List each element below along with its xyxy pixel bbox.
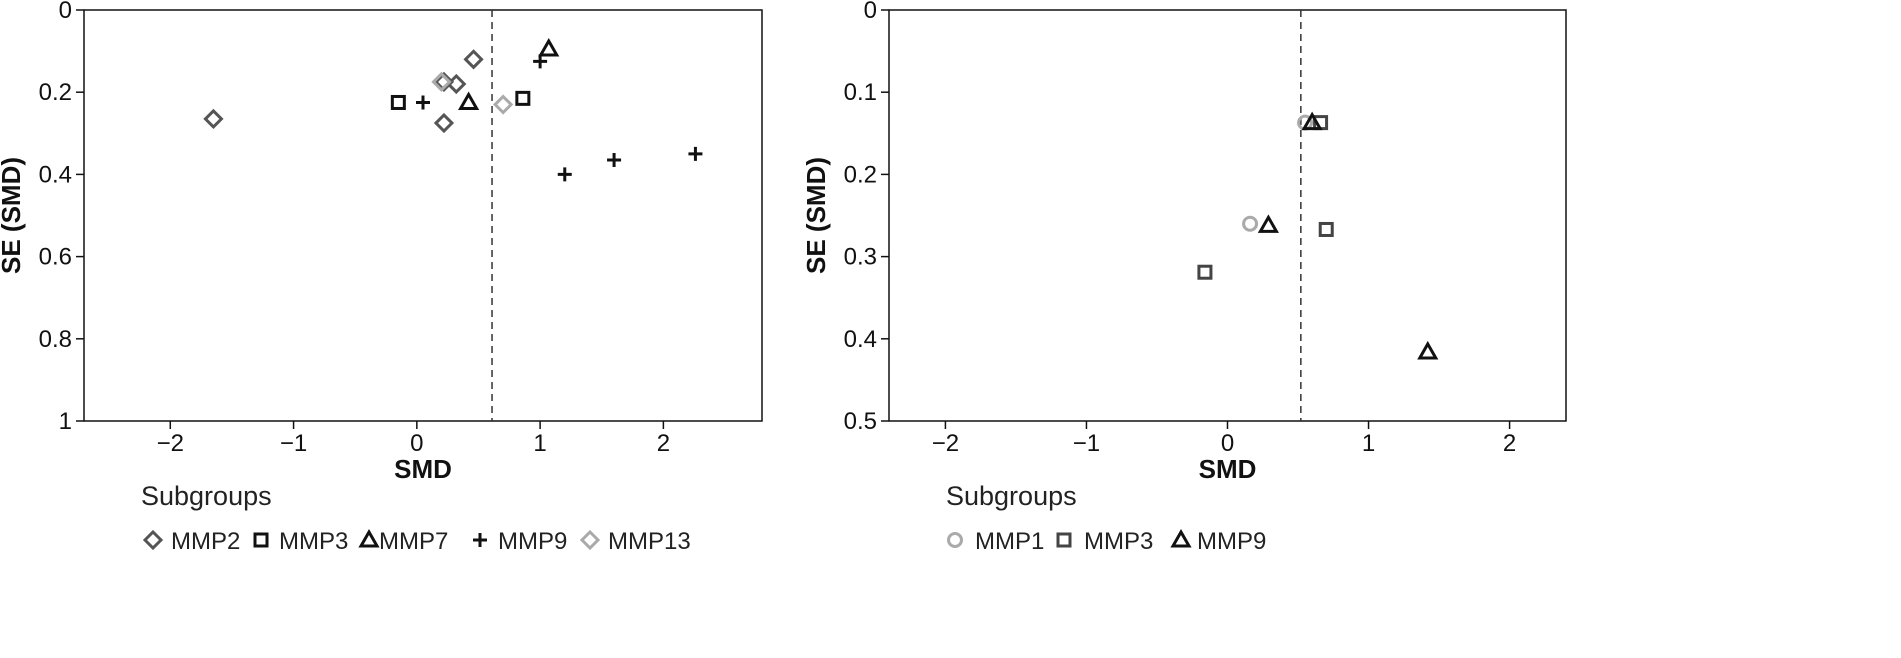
legend-marker-mmp9	[473, 533, 487, 547]
legend-title: Subgroups	[946, 481, 1077, 511]
y-axis-label: SE (SMD)	[801, 157, 831, 274]
x-tick-label: −2	[932, 430, 959, 457]
data-point	[1301, 111, 1323, 131]
legend-item-mmp3: MMP3	[253, 528, 348, 555]
legend-marker-mmp7	[358, 528, 380, 548]
y-tick-label: 0.8	[39, 326, 72, 353]
plot-frame	[83, 9, 763, 422]
legend-label: MMP2	[171, 528, 240, 555]
data-point	[607, 153, 622, 168]
data-point	[203, 108, 224, 130]
legend-item-mmp13: MMP13	[579, 528, 691, 555]
series-mmp13	[431, 71, 514, 115]
data-point	[458, 91, 480, 110]
y-axis-label: SE (SMD)	[0, 157, 26, 274]
data-point	[1257, 214, 1279, 233]
y-tick-label: 1	[59, 408, 72, 435]
x-tick-label: 0	[1221, 430, 1234, 457]
data-point	[515, 90, 531, 106]
y-tick-label: 0.2	[39, 79, 72, 106]
data-point	[688, 146, 703, 161]
data-point	[538, 38, 560, 57]
y-tick-label: 0	[59, 0, 72, 24]
y-tick-label: 0.2	[844, 161, 877, 188]
y-tick-label: 0.4	[39, 161, 72, 188]
chart-panel-1: 0 0.2 0.4 0.6 0.8 1 −2 −1 0 1 2 SMD SE (SMD) Subgroup…	[0, 0, 763, 555]
data-point	[493, 94, 514, 115]
plot-frame	[888, 9, 1567, 422]
legend-item-mmp1: MMP1	[947, 528, 1044, 555]
legend-item-mmp7: MMP7	[358, 528, 448, 555]
legend-label: MMP1	[975, 528, 1044, 555]
y-tick-label: 0.3	[844, 244, 877, 271]
legend-title: Subgroups	[141, 481, 272, 511]
x-tick-label: 0	[410, 430, 423, 457]
series-mmp3	[390, 90, 531, 110]
legend-marker-mmp9	[1170, 528, 1192, 548]
legend-marker-mmp1	[947, 532, 963, 548]
legend-label: MMP9	[1197, 528, 1266, 555]
legend-item-mmp9: MMP9	[1170, 528, 1266, 555]
y-tick-label: 0	[864, 0, 877, 24]
legend-label: MMP9	[498, 528, 567, 555]
data-point	[1197, 264, 1213, 280]
x-tick-label: 2	[1503, 430, 1516, 457]
legend-marker-mmp13	[579, 529, 601, 551]
data-point	[390, 94, 406, 110]
legend-label: MMP3	[279, 528, 348, 555]
data-point	[1242, 215, 1259, 232]
chart-panel-2: 0 0.1 0.2 0.3 0.4 0.5 −2 −1 0 1 2 SMD SE (SMD) Subgro…	[801, 0, 1567, 555]
legend-marker-mmp2	[142, 529, 164, 551]
y-tick-label: 0.1	[844, 79, 877, 106]
legend-marker-mmp3	[253, 532, 269, 548]
x-tick-label: −2	[157, 430, 184, 457]
data-point	[463, 49, 484, 70]
x-tick-label: −1	[1073, 430, 1100, 457]
legend-item-mmp2: MMP2	[142, 528, 240, 555]
x-axis-label: SMD	[1199, 454, 1257, 484]
series-mmp7	[458, 38, 560, 110]
y-tick-label: 0.6	[39, 244, 72, 271]
y-tick-label: 0.4	[844, 326, 877, 353]
legend-label: MMP3	[1084, 528, 1153, 555]
series-mmp9	[1257, 111, 1439, 360]
legend: Subgroups MMP1 MMP3 MMP9	[946, 481, 1266, 555]
x-tick-label: 1	[533, 430, 546, 457]
data-point	[557, 167, 572, 182]
series-mmp3	[1197, 115, 1334, 280]
legend: Subgroups MMP2 MMP3 MMP7 MMP9 MMP13	[141, 481, 691, 555]
legend-marker-mmp3	[1056, 532, 1072, 548]
x-tick-label: 2	[657, 430, 670, 457]
data-point	[433, 112, 455, 134]
x-tick-label: 1	[1362, 430, 1375, 457]
x-axis-label: SMD	[394, 454, 452, 484]
data-point	[433, 71, 455, 93]
x-tick-label: −1	[280, 430, 307, 457]
legend-item-mmp3: MMP3	[1056, 528, 1153, 555]
legend-label: MMP7	[379, 528, 448, 555]
series-mmp2	[203, 49, 484, 134]
series-mmp9	[416, 54, 703, 182]
legend-item-mmp9: MMP9	[473, 528, 567, 555]
y-tick-label: 0.5	[844, 408, 877, 435]
data-point	[533, 54, 548, 69]
legend-label: MMP13	[608, 528, 691, 555]
data-point	[416, 95, 430, 110]
data-point	[1318, 221, 1334, 237]
data-point	[431, 71, 452, 93]
data-point	[1417, 340, 1439, 360]
